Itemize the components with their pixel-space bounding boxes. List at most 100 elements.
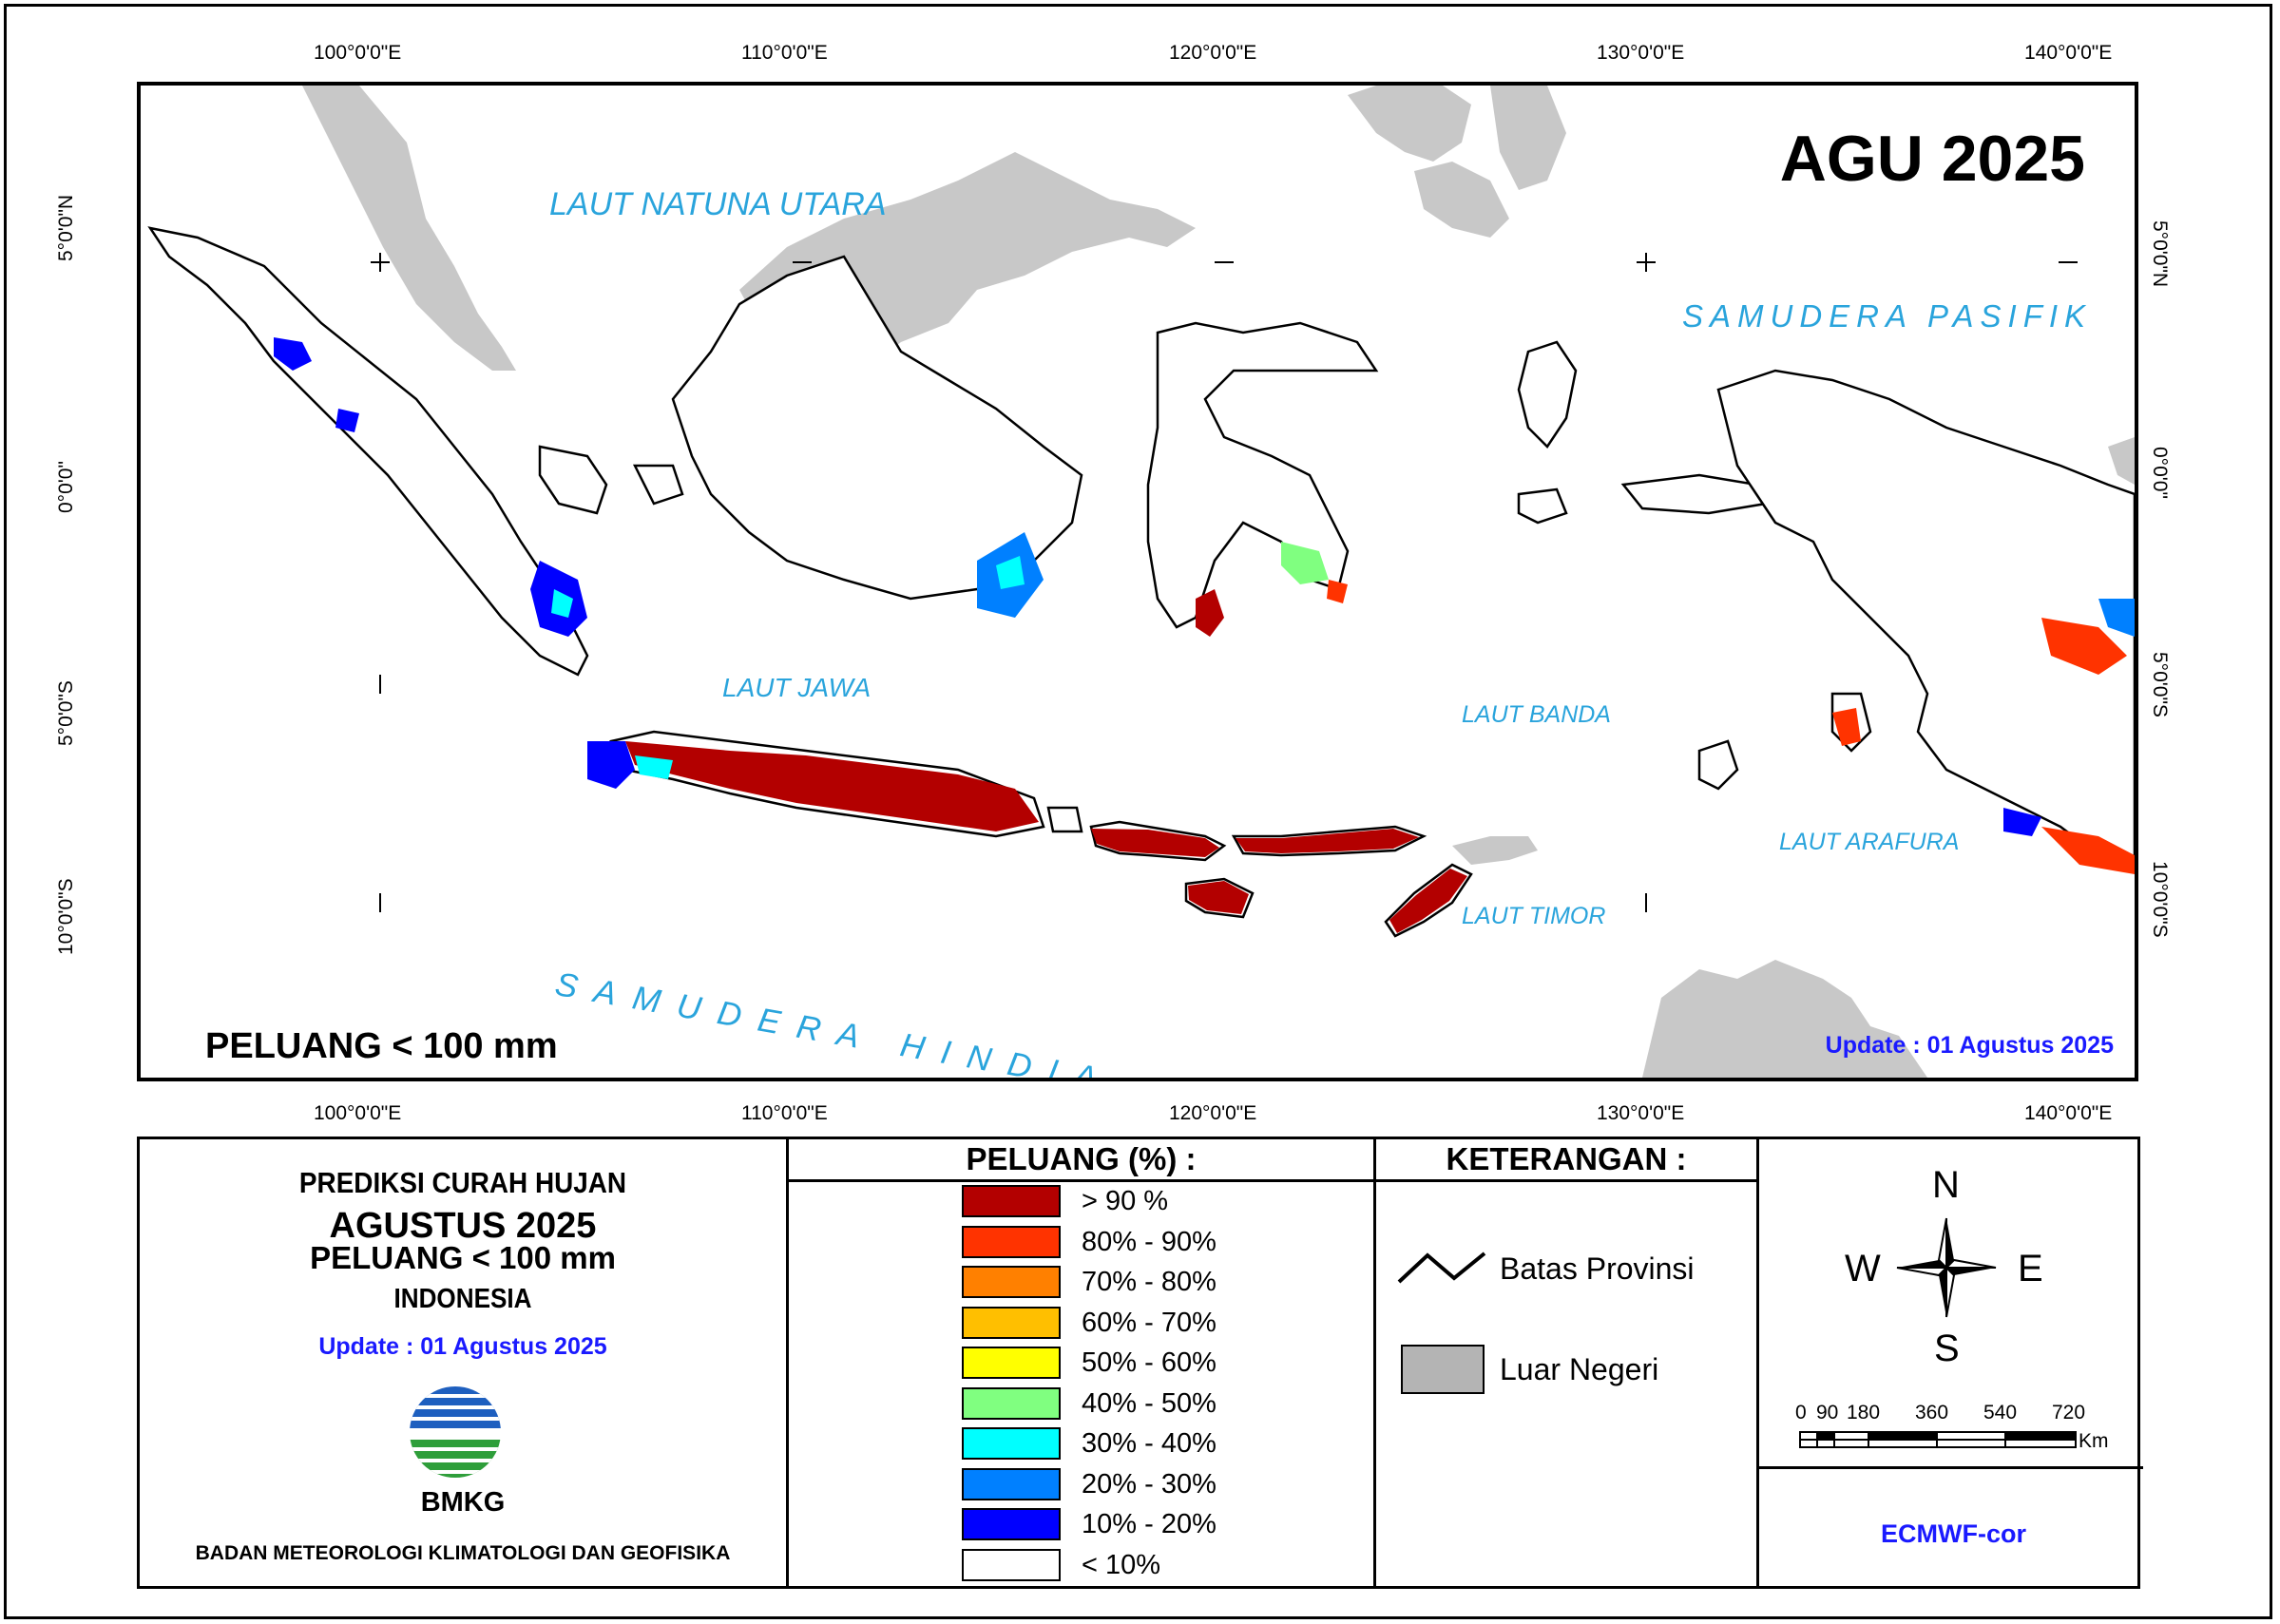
lat-label-left-5s: 5°0'0"S (55, 680, 77, 746)
page-frame (4, 4, 2272, 1619)
lat-label-right-5s: 5°0'0"S (2149, 652, 2171, 717)
bmkg-logo-text: BMKG (420, 1487, 506, 1518)
philippines-3 (1490, 86, 1566, 190)
philippines-2 (1414, 162, 1509, 238)
lon-label-bottom-130: 130°0'0"E (1597, 1102, 1685, 1124)
papua (1716, 369, 2135, 867)
prob-aru (1832, 708, 1861, 746)
prob-nusatenggara (1091, 829, 1219, 857)
prob-java-west-cyan (635, 755, 673, 779)
sea-label-timor: LAUT TIMOR (1462, 903, 1606, 929)
peluang-label: 60% - 70% (1082, 1307, 1217, 1338)
foreign-land-swatch (1401, 1345, 1485, 1394)
info-cell: PREDIKSI CURAH HUJAN AGUSTUS 2025 PELUAN… (140, 1139, 786, 1586)
peluang-swatch (962, 1306, 1061, 1339)
seram (1620, 473, 1768, 515)
peluang-swatch (962, 1225, 1061, 1258)
bali (1046, 806, 1083, 833)
keterangan-header: KETERANGAN : (1376, 1139, 1756, 1182)
lat-label-left-0: 0°0'0" (55, 461, 77, 513)
lat-label-right-5n: 5°0'0"N (2149, 220, 2171, 288)
lon-label-top-100: 100°0'0"E (314, 42, 402, 64)
sulawesi (1146, 321, 1379, 629)
sea-label-banda: LAUT BANDA (1462, 701, 1611, 728)
lon-label-bottom-110: 110°0'0"E (741, 1102, 828, 1124)
probability-field (274, 337, 2135, 933)
peluang-swatch (962, 1185, 1061, 1217)
scale-tick-0: 0 (1795, 1402, 1807, 1423)
png-fragment (2108, 437, 2135, 485)
australia-north (1642, 960, 1927, 1078)
prob-flores (1236, 829, 1419, 853)
lon-label-top-110: 110°0'0"E (741, 42, 828, 64)
belitung (632, 464, 684, 506)
keterangan-batas: Batas Provinsi (1500, 1251, 1695, 1286)
prob-kalimantan-inner (996, 556, 1025, 589)
map-canvas (147, 86, 2135, 1078)
sea-label-natuna: LAUT NATUNA UTARA (549, 186, 887, 222)
bmkg-logo (408, 1385, 503, 1489)
buru (1517, 487, 1568, 525)
peluang-label: 40% - 50% (1082, 1387, 1217, 1419)
timor-leste (1452, 836, 1538, 865)
lon-label-bottom-120: 120°0'0"E (1169, 1102, 1257, 1124)
info-heading: PREDIKSI CURAH HUJAN (298, 1166, 627, 1199)
peluang-label: > 90 % (1082, 1186, 1169, 1216)
sumatra (147, 226, 589, 677)
compass-cell-divider (1759, 1466, 2143, 1469)
lon-label-bottom-100: 100°0'0"E (314, 1102, 402, 1124)
info-threshold: PELUANG < 100 mm (310, 1240, 616, 1275)
scale-tick-90: 90 (1816, 1402, 1839, 1423)
divider-2 (1373, 1139, 1376, 1586)
map-update-date: Update : 01 Agustus 2025 (1825, 1032, 2114, 1059)
scale-tick-540: 540 (1983, 1402, 2018, 1423)
peluang-swatch (962, 1427, 1061, 1460)
bmkg-logo-icon (410, 1386, 501, 1478)
lon-label-top-130: 130°0'0"E (1597, 42, 1685, 64)
peluang-swatch (962, 1347, 1061, 1379)
sea-label-arafura: LAUT ARAFURA (1779, 829, 1960, 855)
scale-unit: Km (2079, 1430, 2109, 1452)
indonesia-land (147, 226, 2135, 938)
lat-label-left-10s: 10°0'0"S (55, 878, 77, 955)
peluang-swatch (962, 1386, 1061, 1420)
sea-label-jawa: LAUT JAWA (722, 673, 872, 702)
peluang-label: 50% - 60% (1082, 1347, 1217, 1378)
philippines-1 (1348, 86, 1471, 162)
divider-3 (1756, 1139, 1759, 1586)
scale-tick-720: 720 (2052, 1402, 2086, 1423)
grid-marks (371, 253, 2078, 912)
lon-label-top-140: 140°0'0"E (2024, 42, 2113, 64)
map-subtitle: PELUANG < 100 mm (205, 1026, 558, 1066)
peluang-header: PELUANG (%) : (789, 1139, 1373, 1182)
kalimantan (671, 255, 1083, 601)
prob-java (625, 741, 1039, 831)
model-name: ECMWF-cor (1881, 1519, 2026, 1548)
peluang-label: 80% - 90% (1082, 1226, 1217, 1257)
prob-sumatra-mid (335, 409, 359, 432)
compass-n: N (1932, 1164, 1960, 1206)
prob-sumba (1188, 881, 1249, 914)
peluang-label: 10% - 20% (1082, 1509, 1217, 1539)
compass-rose-icon (1896, 1217, 1997, 1318)
peluang-swatch (962, 1266, 1061, 1298)
tanimbar (1697, 739, 1739, 791)
prob-java-west (587, 741, 635, 789)
peluang-swatch (962, 1467, 1061, 1500)
prob-sulawesi-se-red (1327, 580, 1348, 603)
map-panel: AGU 2025 LAUT NATUNA UTARA SAMUDERA PASI… (137, 82, 2138, 1081)
info-region: INDONESIA (393, 1284, 532, 1314)
prob-papua-east-blue (2098, 599, 2135, 637)
scale-bar (1799, 1431, 2077, 1448)
maluku-halmahera (1517, 340, 1578, 449)
lon-label-top-120: 120°0'0"E (1169, 42, 1257, 64)
keterangan-luar: Luar Negeri (1500, 1352, 1659, 1386)
prob-timor (1389, 869, 1467, 933)
peluang-swatch (962, 1548, 1061, 1581)
info-update: Update : 01 Agustus 2025 (318, 1333, 607, 1360)
bangka (538, 445, 608, 515)
peluang-swatch (962, 1508, 1061, 1540)
prob-sulawesi-south (1196, 589, 1224, 637)
compass-w: W (1845, 1248, 1881, 1290)
compass-s: S (1934, 1328, 1960, 1369)
